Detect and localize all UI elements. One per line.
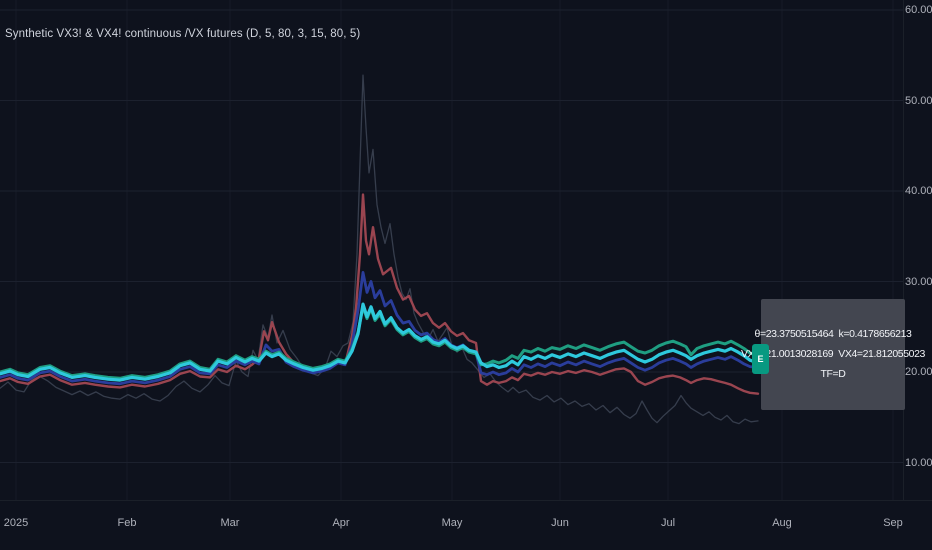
time-scale-separator xyxy=(0,500,932,501)
series-vx3-synthetic xyxy=(0,302,760,382)
y-axis-label-20: 20.00 xyxy=(905,366,932,378)
y-axis-label-50: 50.00 xyxy=(905,94,932,107)
tooltip-timeframe: TF=D xyxy=(820,368,846,380)
y-axis-label-60: 60.00 xyxy=(905,4,932,16)
expand-badge[interactable]: E xyxy=(752,344,769,374)
x-axis-label-jul: Jul xyxy=(660,517,676,529)
x-axis-label-2025: 2025 xyxy=(3,517,29,529)
x-axis-label-apr: Apr xyxy=(332,517,350,529)
price-scale[interactable]: 10.00 20.00 30.00 40.00 50.00 60.00 xyxy=(902,0,932,500)
series-theta-line xyxy=(0,193,760,395)
time-scale[interactable]: 2025 Feb Mar Apr May Jun Jul Aug Sep xyxy=(0,505,932,550)
y-axis-label-10: 10.00 xyxy=(905,456,932,469)
series-mid-smoothing-line xyxy=(0,270,760,386)
series-vx-continuous-raw xyxy=(0,74,759,425)
x-axis-label-aug: Aug xyxy=(772,517,792,529)
y-axis-label-30: 30.00 xyxy=(905,275,932,288)
price-scale-separator xyxy=(903,0,904,500)
values-tooltip: θ=23.3750515464 k=0.4178656213 VX3=21.00… xyxy=(741,299,925,410)
y-axis-label-40: 40.00 xyxy=(905,185,932,197)
x-axis-label-may: May xyxy=(441,517,463,529)
x-axis-label-mar: Mar xyxy=(220,517,240,529)
series-vx4-synthetic xyxy=(0,305,760,380)
tooltip-theta-k: θ=23.3750515464 k=0.4178656213 xyxy=(754,328,912,340)
x-axis-label-jun: Jun xyxy=(551,517,569,529)
indicator-legend-title[interactable]: Synthetic VX3! & VX4! continuous /VX fut… xyxy=(5,28,361,40)
x-axis-label-sep: Sep xyxy=(883,517,903,529)
x-axis-label-feb: Feb xyxy=(117,517,137,529)
